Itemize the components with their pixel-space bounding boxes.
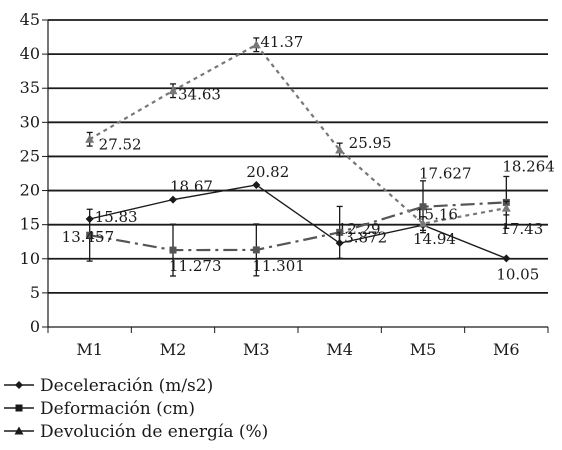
series-line <box>89 43 507 225</box>
data-label: 18.67 <box>170 178 213 196</box>
data-label: 20.82 <box>246 163 289 181</box>
y-axis-ticks: 0 5 10 15 20 25 30 35 40 45 <box>20 10 48 336</box>
y-tick-label: 5 <box>30 283 40 302</box>
legend-label: Devolución de energía (%) <box>40 422 268 442</box>
x-tick-label: M5 <box>410 340 437 359</box>
data-label: 25.95 <box>349 134 392 152</box>
data-label: 34.63 <box>178 86 221 104</box>
data-point <box>336 228 344 236</box>
series-3: 27.52 34.63 41.37 25.95 15.16 17.43 <box>85 33 543 238</box>
data-label: 13.872 <box>335 228 388 246</box>
series-line <box>89 201 507 252</box>
data-label: 17.43 <box>500 220 543 238</box>
data-point <box>169 195 177 204</box>
legend-label: Deformación (cm) <box>40 399 195 419</box>
x-tick-label: M3 <box>243 340 270 359</box>
data-point <box>252 246 260 254</box>
data-point <box>502 254 511 263</box>
data-label: 27.52 <box>99 135 142 153</box>
x-tick-label: M1 <box>76 340 103 359</box>
data-label: 13.457 <box>62 228 115 246</box>
data-point <box>501 203 511 212</box>
data-label: 41.37 <box>260 33 303 51</box>
data-point <box>335 145 345 154</box>
x-axis-ticks: M1 M2 M3 M4 M5 M6 <box>47 327 549 359</box>
data-label: 11.273 <box>169 257 222 275</box>
y-tick-label: 40 <box>20 44 40 63</box>
y-tick-label: 25 <box>20 146 40 165</box>
y-tick-label: 0 <box>30 317 40 336</box>
y-tick-label: 20 <box>20 181 40 200</box>
legend-item: Deformación (cm) <box>4 399 195 419</box>
data-point <box>169 246 177 254</box>
data-point <box>418 219 428 228</box>
y-tick-label: 45 <box>20 10 40 29</box>
legend-item: Deceleración (m/s2) <box>4 376 213 396</box>
gridlines <box>48 19 548 294</box>
legend-item: Devolución de energía (%) <box>4 422 268 442</box>
data-point <box>85 134 95 143</box>
data-label: 18.264 <box>502 157 555 175</box>
legend-swatch-marker <box>14 426 24 435</box>
data-point <box>419 203 427 211</box>
data-point <box>251 40 261 49</box>
x-tick-label: M6 <box>493 340 520 359</box>
data-point <box>86 231 94 239</box>
y-tick-label: 15 <box>20 215 40 234</box>
legend-swatch-marker <box>15 404 23 412</box>
data-label: 12.29 <box>338 220 381 238</box>
y-tick-label: 10 <box>20 249 40 268</box>
y-tick-label: 30 <box>20 112 40 131</box>
x-tick-label: M2 <box>160 340 187 359</box>
data-label: 11.301 <box>252 257 304 275</box>
data-label: 17.627 <box>419 165 472 183</box>
data-point <box>252 180 261 189</box>
data-point <box>168 86 178 95</box>
axes <box>47 20 548 328</box>
data-label: 15.16 <box>415 206 458 224</box>
y-tick-label: 35 <box>20 78 40 97</box>
series-layer: 15.83 18.67 20.82 12.29 14.94 10.05 13.457 11.2… <box>62 33 555 284</box>
data-label: 15.83 <box>95 208 138 226</box>
series-line <box>89 184 507 260</box>
legend-swatch-marker <box>15 381 23 389</box>
data-label: 10.05 <box>496 265 539 283</box>
x-tick-label: M4 <box>326 340 353 359</box>
data-label: 14.94 <box>413 230 456 248</box>
legend: Deceleración (m/s2) Deformación (cm) Devol… <box>4 376 268 442</box>
series-1: 15.83 18.67 20.82 12.29 14.94 10.05 <box>85 163 539 283</box>
legend-label: Deceleración (m/s2) <box>40 376 213 396</box>
